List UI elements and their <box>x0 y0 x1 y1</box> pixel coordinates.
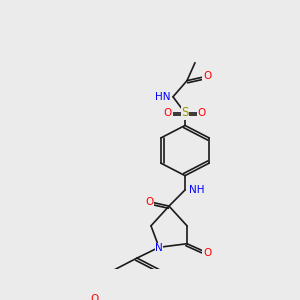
Text: O: O <box>145 196 153 207</box>
Text: N: N <box>155 243 163 253</box>
Text: O: O <box>198 108 206 118</box>
Text: O: O <box>91 294 99 300</box>
Text: O: O <box>203 71 211 81</box>
Text: HN: HN <box>154 92 170 102</box>
Text: S: S <box>181 106 189 119</box>
Text: O: O <box>164 108 172 118</box>
Text: NH: NH <box>189 185 205 195</box>
Text: O: O <box>203 248 211 258</box>
